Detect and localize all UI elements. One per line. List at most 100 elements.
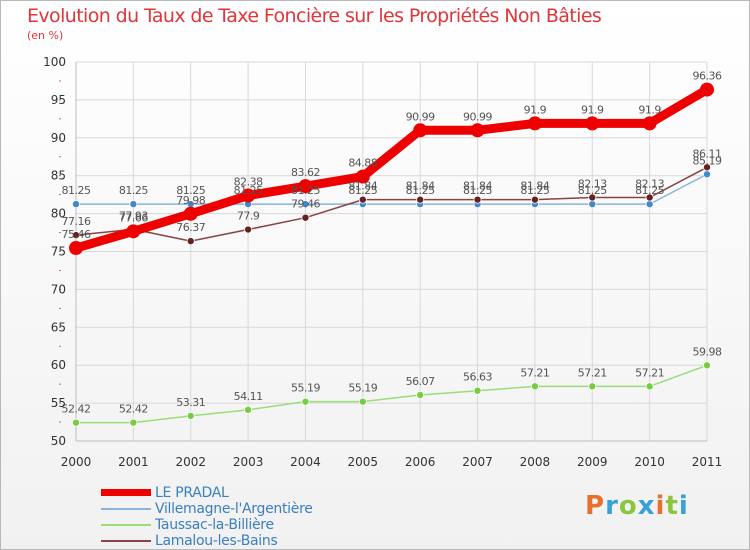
data-point: [645, 193, 654, 202]
y-tick-label: 90: [51, 131, 66, 145]
y-tick-label: 50: [51, 434, 66, 448]
x-tick-label: 2003: [233, 455, 264, 469]
data-point: [530, 195, 539, 204]
data-point: [241, 188, 256, 203]
data-label: 55.19: [348, 382, 377, 395]
data-point: [473, 386, 482, 395]
x-tick-label: 2008: [520, 455, 551, 469]
data-label: 81.25: [291, 184, 320, 197]
data-point: [126, 224, 141, 239]
data-point: [301, 213, 310, 222]
y-tick-label: 85: [51, 169, 66, 183]
data-point: [129, 200, 138, 209]
data-point: [72, 231, 81, 240]
y-tick-label: 95: [51, 93, 66, 107]
data-label: 96.36: [693, 70, 722, 83]
data-point: [129, 418, 138, 427]
data-point: [588, 382, 597, 391]
data-label: 86.11: [693, 147, 722, 160]
data-label: 79.46: [291, 198, 320, 211]
series-line: [75, 166, 708, 242]
x-tick-label: 2007: [462, 455, 493, 469]
x-tick-label: 2009: [577, 455, 608, 469]
data-label: 59.98: [693, 345, 722, 358]
data-label: 81.25: [520, 184, 549, 197]
y-tick-label: 80: [51, 207, 66, 221]
data-label: 53.31: [176, 396, 205, 409]
x-tick-labels: 2000 2001 2002 2003 2004 2005 2006 2007 2008 2009…: [61, 455, 723, 469]
data-point: [588, 193, 597, 202]
data-point: [642, 116, 657, 131]
x-tick-label: 2002: [175, 455, 206, 469]
series-lines: [69, 82, 714, 427]
data-label: 82.13: [578, 177, 607, 190]
data-label: 81.84: [463, 180, 492, 193]
data-label: 81.25: [176, 184, 205, 197]
data-point: [527, 116, 542, 131]
data-label: 91.9: [638, 103, 661, 116]
data-point: [645, 200, 654, 209]
data-label: 84.88: [348, 157, 377, 170]
legend-label: Villemagne-l'Argentière: [155, 501, 313, 517]
data-label: 77.93: [119, 209, 148, 222]
data-point: [416, 390, 425, 399]
x-tick-label: 2001: [118, 455, 149, 469]
y-tick-labels: 50 55 60 65 70 75 80 85 90 95 100: [43, 55, 66, 448]
y-tick-label: 70: [51, 282, 66, 296]
data-label: 81.25: [234, 184, 263, 197]
data-label: 57.21: [520, 366, 549, 379]
data-point: [186, 411, 195, 420]
data-label: 57.21: [578, 366, 607, 379]
legend-swatch: [101, 524, 151, 526]
data-point: [358, 195, 367, 204]
x-tick-label: 2010: [634, 455, 665, 469]
data-label: 81.25: [119, 184, 148, 197]
x-tick-label: 2004: [290, 455, 321, 469]
data-point: [703, 170, 712, 179]
legend-swatch: [101, 540, 151, 542]
data-label: 91.9: [524, 103, 547, 116]
legend-swatch: [101, 489, 151, 496]
data-label: 91.9: [581, 103, 604, 116]
data-point: [530, 382, 539, 391]
data-label: 76.37: [176, 221, 205, 234]
data-point: [700, 82, 714, 97]
data-label: 83.62: [291, 166, 320, 179]
data-point: [470, 123, 485, 138]
legend-label: Lamalou-les-Bains: [155, 533, 278, 549]
legend-label: LE PRADAL: [155, 485, 229, 501]
series-line: [71, 85, 712, 253]
logo-text: Proxiti: [585, 491, 689, 521]
data-label: 81.84: [520, 180, 549, 193]
data-point: [588, 200, 597, 209]
data-label: 81.25: [62, 184, 91, 197]
data-point: [355, 169, 370, 184]
data-label: 81.84: [406, 180, 435, 193]
proxiti-logo: Proxiti: [585, 491, 689, 521]
data-point: [301, 200, 310, 209]
data-label: 57.21: [635, 366, 664, 379]
data-point: [183, 206, 198, 221]
data-point: [244, 405, 253, 414]
data-label: 55.19: [291, 382, 320, 395]
data-label: 90.99: [406, 110, 435, 123]
data-label: 90.99: [463, 110, 492, 123]
legend-label: Taussac-la-Billière: [155, 517, 274, 533]
data-label: 77.66: [119, 211, 148, 224]
x-tick-label: 2006: [405, 455, 436, 469]
chart-unit-label: (en %): [27, 29, 64, 42]
data-point: [703, 361, 712, 370]
data-point: [585, 116, 600, 131]
data-label: 52.42: [62, 403, 91, 416]
data-point: [298, 179, 313, 194]
data-label: 81.84: [348, 180, 377, 193]
x-tick-label: 2011: [692, 455, 723, 469]
data-point: [473, 195, 482, 204]
grid-lines: [75, 61, 708, 442]
data-label: 77.9: [237, 210, 260, 223]
data-label: 52.42: [119, 403, 148, 416]
legend-swatch: [101, 508, 151, 510]
data-point: [72, 418, 81, 427]
